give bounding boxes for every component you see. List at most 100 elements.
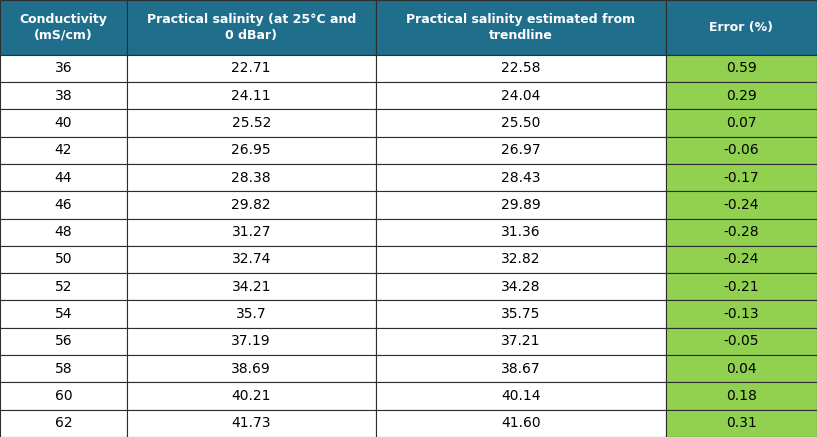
Bar xyxy=(127,273,376,301)
Text: 37.21: 37.21 xyxy=(501,334,541,348)
Text: 0.31: 0.31 xyxy=(726,416,757,430)
Text: 56: 56 xyxy=(55,334,72,348)
Bar xyxy=(376,382,666,410)
Text: 34.21: 34.21 xyxy=(231,280,271,294)
Text: -0.21: -0.21 xyxy=(724,280,759,294)
Bar xyxy=(376,55,666,82)
Text: 37.19: 37.19 xyxy=(231,334,271,348)
Bar xyxy=(376,328,666,355)
Text: 38.69: 38.69 xyxy=(231,362,271,376)
Text: Conductivity
(mS/cm): Conductivity (mS/cm) xyxy=(20,13,107,42)
Text: -0.13: -0.13 xyxy=(724,307,759,321)
Text: 41.73: 41.73 xyxy=(231,416,271,430)
Text: 38.67: 38.67 xyxy=(501,362,541,376)
Text: 52: 52 xyxy=(55,280,72,294)
Bar xyxy=(127,0,376,55)
Bar xyxy=(666,55,817,82)
Text: 62: 62 xyxy=(55,416,72,430)
Text: Error (%): Error (%) xyxy=(709,21,774,34)
Text: Practical salinity (at 25°C and
0 dBar): Practical salinity (at 25°C and 0 dBar) xyxy=(146,13,356,42)
Text: 24.04: 24.04 xyxy=(501,89,541,103)
Bar xyxy=(666,136,817,164)
Text: 46: 46 xyxy=(55,198,72,212)
Bar xyxy=(666,273,817,301)
Text: 38: 38 xyxy=(55,89,72,103)
Text: 31.36: 31.36 xyxy=(501,225,541,239)
Text: 28.38: 28.38 xyxy=(231,170,271,184)
Bar xyxy=(0,164,127,191)
Text: 42: 42 xyxy=(55,143,72,157)
Bar xyxy=(666,218,817,246)
Text: 36: 36 xyxy=(55,61,72,75)
Bar xyxy=(0,273,127,301)
Bar xyxy=(376,191,666,218)
Bar xyxy=(127,410,376,437)
Text: 40.21: 40.21 xyxy=(231,389,271,403)
Bar xyxy=(666,0,817,55)
Bar xyxy=(127,382,376,410)
Bar xyxy=(127,355,376,382)
Text: 0.29: 0.29 xyxy=(726,89,757,103)
Bar xyxy=(376,0,666,55)
Bar xyxy=(0,218,127,246)
Text: Practical salinity estimated from
trendline: Practical salinity estimated from trendl… xyxy=(406,13,636,42)
Text: 28.43: 28.43 xyxy=(501,170,541,184)
Text: 22.71: 22.71 xyxy=(231,61,271,75)
Text: 44: 44 xyxy=(55,170,72,184)
Text: -0.24: -0.24 xyxy=(724,198,759,212)
Text: 25.50: 25.50 xyxy=(501,116,541,130)
Bar xyxy=(376,109,666,136)
Text: 29.89: 29.89 xyxy=(501,198,541,212)
Text: 25.52: 25.52 xyxy=(231,116,271,130)
Bar xyxy=(0,0,127,55)
Text: 35.75: 35.75 xyxy=(501,307,541,321)
Text: 40: 40 xyxy=(55,116,72,130)
Bar xyxy=(0,382,127,410)
Text: 41.60: 41.60 xyxy=(501,416,541,430)
Bar xyxy=(376,82,666,109)
Bar xyxy=(0,136,127,164)
Bar xyxy=(666,191,817,218)
Bar xyxy=(666,382,817,410)
Text: 26.97: 26.97 xyxy=(501,143,541,157)
Bar xyxy=(127,164,376,191)
Bar xyxy=(666,246,817,273)
Bar xyxy=(0,55,127,82)
Bar xyxy=(127,218,376,246)
Bar xyxy=(0,301,127,328)
Bar xyxy=(376,164,666,191)
Bar xyxy=(666,109,817,136)
Bar xyxy=(376,246,666,273)
Bar xyxy=(376,301,666,328)
Text: 54: 54 xyxy=(55,307,72,321)
Bar xyxy=(127,301,376,328)
Bar xyxy=(127,136,376,164)
Text: 32.82: 32.82 xyxy=(501,253,541,267)
Text: 22.58: 22.58 xyxy=(501,61,541,75)
Bar xyxy=(127,328,376,355)
Bar xyxy=(666,301,817,328)
Bar xyxy=(376,218,666,246)
Bar xyxy=(127,82,376,109)
Text: 0.07: 0.07 xyxy=(726,116,757,130)
Text: -0.05: -0.05 xyxy=(724,334,759,348)
Bar xyxy=(0,410,127,437)
Text: 32.74: 32.74 xyxy=(231,253,271,267)
Text: 0.59: 0.59 xyxy=(726,61,757,75)
Text: -0.17: -0.17 xyxy=(724,170,759,184)
Bar xyxy=(127,191,376,218)
Text: -0.06: -0.06 xyxy=(724,143,759,157)
Text: -0.24: -0.24 xyxy=(724,253,759,267)
Text: 58: 58 xyxy=(55,362,72,376)
Bar xyxy=(127,55,376,82)
Bar xyxy=(127,246,376,273)
Bar xyxy=(0,328,127,355)
Bar xyxy=(376,355,666,382)
Bar xyxy=(376,410,666,437)
Text: 24.11: 24.11 xyxy=(231,89,271,103)
Text: -0.28: -0.28 xyxy=(724,225,759,239)
Text: 26.95: 26.95 xyxy=(231,143,271,157)
Bar xyxy=(666,82,817,109)
Bar xyxy=(0,355,127,382)
Bar xyxy=(0,82,127,109)
